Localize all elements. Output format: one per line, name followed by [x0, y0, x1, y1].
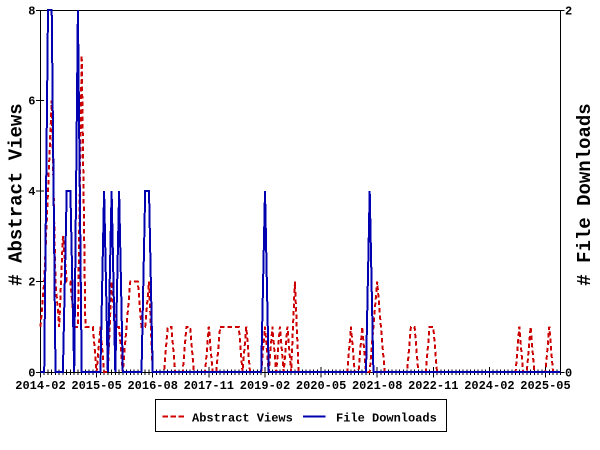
- svg-text:2020-05: 2020-05: [296, 379, 346, 393]
- svg-text:2015-05: 2015-05: [71, 379, 121, 393]
- svg-text:2019-02: 2019-02: [240, 379, 290, 393]
- svg-text:Abstract Views: Abstract Views: [192, 412, 293, 426]
- svg-text:2017-11: 2017-11: [184, 379, 234, 393]
- svg-text:0: 0: [28, 367, 35, 381]
- svg-text:0: 0: [565, 367, 572, 381]
- svg-text:2022-11: 2022-11: [408, 379, 458, 393]
- svg-text:# File Downloads: # File Downloads: [574, 103, 596, 285]
- svg-text:# Abstract Views: # Abstract Views: [6, 103, 28, 285]
- svg-text:2014-02: 2014-02: [15, 379, 65, 393]
- svg-text:4: 4: [28, 185, 35, 199]
- svg-text:8: 8: [28, 5, 35, 19]
- svg-text:2025-05: 2025-05: [520, 379, 570, 393]
- svg-text:File Downloads: File Downloads: [336, 412, 437, 426]
- svg-text:2: 2: [28, 276, 35, 290]
- svg-text:2024-02: 2024-02: [464, 379, 514, 393]
- svg-text:2: 2: [565, 5, 572, 19]
- svg-text:2016-08: 2016-08: [127, 379, 177, 393]
- svg-text:6: 6: [28, 95, 35, 109]
- svg-text:2021-08: 2021-08: [352, 379, 402, 393]
